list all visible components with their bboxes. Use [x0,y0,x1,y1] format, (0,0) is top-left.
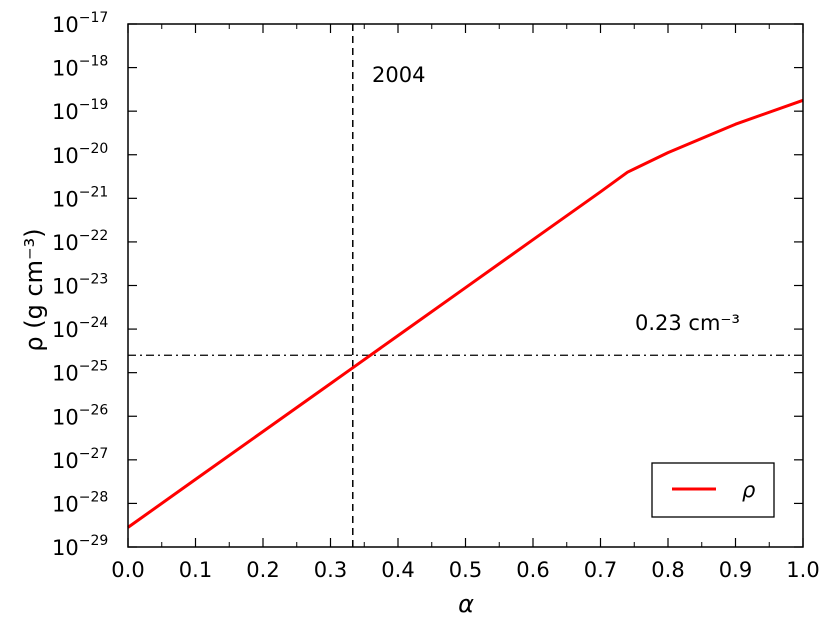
y-tick-label: 10−23 [52,272,108,299]
y-tick-label: 10−18 [52,54,108,81]
y-axis-label: ρ (g cm⁻³) [20,228,48,351]
annotation-density: 0.23 cm⁻³ [635,311,740,335]
x-tick-label: 0.2 [246,558,279,582]
x-tick-label: 0.8 [651,558,684,582]
x-tick-label: 0.3 [314,558,347,582]
y-tick-label: 10−21 [52,184,108,211]
y-tick-label: 10−29 [52,533,108,560]
y-tick-label: 10−22 [52,228,108,255]
legend: ρ [651,462,775,518]
series-line-rho [127,98,804,529]
x-tick-label: 1.0 [786,558,819,582]
y-tick-label: 10−20 [52,141,108,168]
tick-labels: 0.0 0.1 0.2 0.3 0.4 0.5 0.6 0.7 0.8 0.9 1.0 10−29 10… [52,10,820,582]
y-tick-label: 10−17 [52,10,108,37]
x-tick-label: 0.0 [111,558,144,582]
y-tick-label: 10−24 [52,315,108,342]
ticks [127,23,804,548]
y-tick-label: 10−26 [52,402,108,429]
annotation-2004: 2004 [372,63,425,87]
x-tick-label: 0.1 [179,558,212,582]
y-tick-label: 10−25 [52,359,108,386]
x-tick-label: 0.6 [516,558,549,582]
y-tick-label: 10−27 [52,446,108,473]
y-tick-label: 10−19 [52,97,108,124]
legend-label-rho: ρ [742,478,756,502]
y-tick-label: 10−28 [52,489,108,516]
x-tick-label: 0.5 [449,558,482,582]
x-axis-label: α [458,590,474,618]
x-tick-label: 0.4 [381,558,414,582]
x-tick-label: 0.7 [584,558,617,582]
x-tick-label: 0.9 [719,558,752,582]
